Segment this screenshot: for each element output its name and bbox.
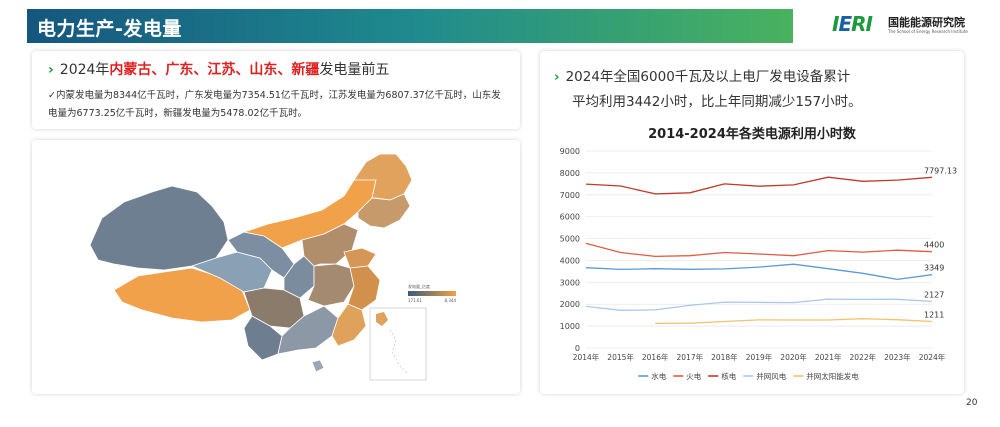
chevron-right-icon: › [48, 62, 54, 78]
top-five-panel: › 2024年内蒙古、广东、江苏、山东、新疆发电量前五 ✓内蒙发电量为8344亿千… [32, 51, 520, 129]
utilization-chart: 0 1000 2000 3000 4000 5000 6000 7000 8000 9000 201… [560, 147, 957, 381]
y-tick-label: 8000 [560, 169, 580, 178]
map-regions [89, 153, 413, 373]
china-map: 发电量_亿度 171.61 8,344 [89, 153, 456, 381]
x-tick-label: 2016年 [642, 352, 669, 362]
legend-label: 并网风电 [756, 371, 786, 381]
y-tick-label: 3000 [560, 278, 580, 287]
south-china-sea-inset [369, 307, 427, 381]
y-tick-label: 0 [575, 344, 580, 353]
x-tick-label: 2017年 [677, 352, 704, 362]
chart-title: 2014-2024年各类电源利用小时数 [648, 127, 856, 142]
region-north [301, 223, 359, 267]
legend-min: 171.61 [408, 298, 422, 303]
utilization-panel: › 2024年全国6000千瓦及以上电厂发电设备累计 平均利用3442小时，比上年… [540, 51, 964, 394]
page-title: 电力生产-发电量 [37, 18, 182, 40]
legend-title: 发电量_亿度 [408, 283, 430, 289]
x-tick-label: 2022年 [850, 352, 877, 362]
map-legend: 发电量_亿度 171.61 8,344 [408, 283, 456, 303]
data-label: 2127 [924, 290, 944, 299]
legend-label: 水电 [651, 371, 666, 381]
y-tick-label: 1000 [560, 322, 580, 331]
data-label: 4400 [924, 241, 944, 250]
region-yunnan [243, 315, 283, 361]
y-tick-label: 9000 [560, 147, 580, 156]
logo-mark: IERI [832, 12, 873, 36]
region-xinjiang [89, 185, 229, 271]
x-tick-label: 2014年 [573, 352, 600, 362]
data-label: 1211 [924, 310, 944, 319]
x-tick-label: 2018年 [711, 352, 738, 362]
x-tick-label: 2024年 [919, 352, 946, 362]
utilization-heading: › 2024年全国6000千瓦及以上电厂发电设备累计 平均利用3442小时，比上年… [554, 69, 862, 110]
series-line [585, 298, 933, 311]
map-panel: 发电量_亿度 171.61 8,344 [32, 140, 520, 394]
y-tick-label: 6000 [560, 213, 580, 222]
chevron-right-icon: › [554, 69, 560, 85]
series-line [655, 318, 933, 325]
region-shandong [343, 247, 377, 269]
top-five-description: ✓内蒙发电量为8344亿千瓦时，广东发电量为7354.51亿千瓦时，江苏发电量为… [48, 90, 501, 119]
series-line [585, 176, 933, 195]
region-east [347, 265, 381, 311]
page-number: 20 [966, 398, 978, 408]
logo-name-en: The School of Energy Research Institute [888, 29, 968, 34]
y-tick-label: 4000 [560, 256, 580, 265]
data-label: 7797.13 [924, 166, 957, 175]
x-tick-label: 2020年 [780, 352, 807, 362]
series-line [585, 242, 933, 258]
logo-name-cn: 国能能源研究院 [888, 16, 965, 29]
x-tick-label: 2023年 [884, 352, 911, 362]
legend-label: 并网太阳能发电 [806, 371, 859, 381]
legend-max: 8,344 [445, 298, 457, 303]
legend-label: 火电 [686, 371, 701, 381]
data-label: 3349 [924, 264, 944, 273]
series-line [585, 263, 933, 281]
y-tick-label: 5000 [560, 235, 580, 244]
x-tick-label: 2021年 [815, 352, 842, 362]
region-heilongjiang [353, 153, 413, 201]
y-tick-label: 2000 [560, 300, 580, 309]
top-five-heading: › 2024年内蒙古、广东、江苏、山东、新疆发电量前五 [48, 62, 390, 78]
x-tick-label: 2019年 [746, 352, 773, 362]
legend-gradient [408, 291, 456, 296]
region-hainan [311, 359, 325, 373]
logo: IERI 国能能源研究院 The School of Energy Resear… [832, 11, 982, 39]
region-central [307, 263, 355, 307]
region-guangdong [331, 303, 367, 347]
header-bar: 电力生产-发电量 [27, 9, 793, 43]
y-tick-label: 7000 [560, 191, 580, 200]
x-tick-label: 2015年 [607, 352, 634, 362]
legend-label: 核电 [721, 371, 736, 381]
region-jilin-liaoning [357, 193, 411, 229]
